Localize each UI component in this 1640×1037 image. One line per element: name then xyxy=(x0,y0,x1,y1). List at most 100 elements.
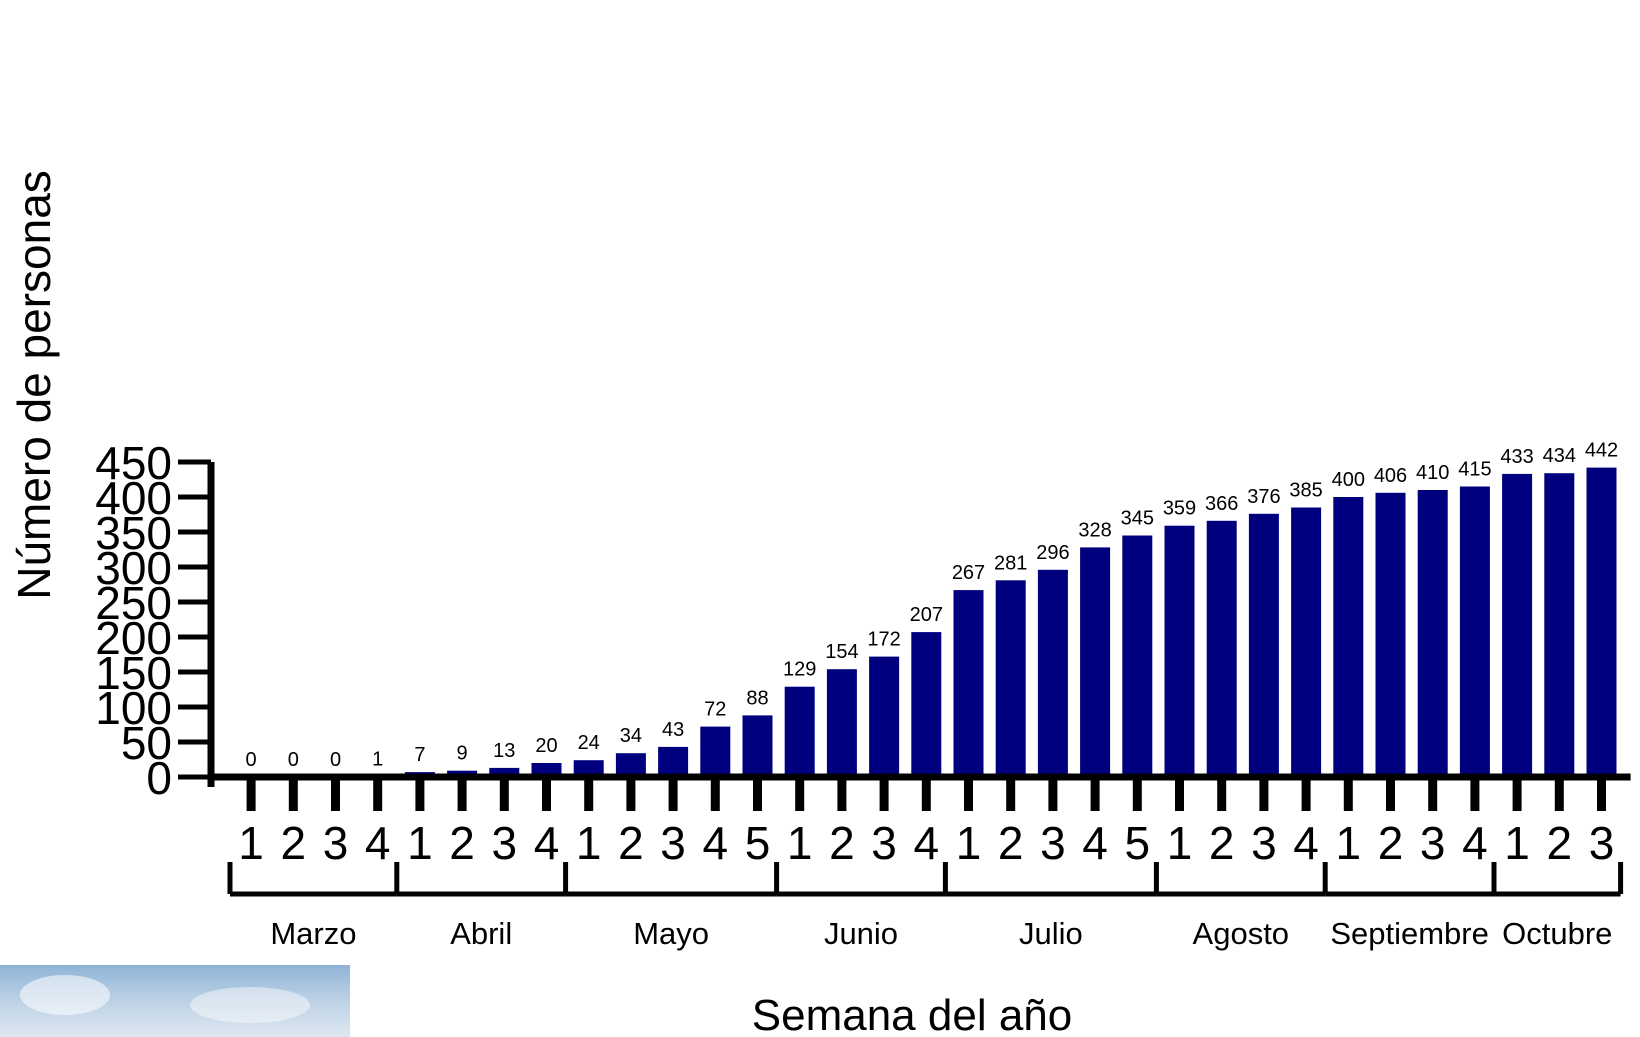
x-tick-label: 2 xyxy=(281,817,307,869)
data-label: 43 xyxy=(662,719,684,741)
month-label: Julio xyxy=(1019,916,1083,951)
x-tick-label: 1 xyxy=(576,817,602,869)
data-label: 0 xyxy=(330,749,341,771)
bar xyxy=(1122,535,1153,777)
y-tick-label: 400 xyxy=(95,472,172,524)
y-tick-label: 150 xyxy=(95,647,172,699)
x-tick-label: 5 xyxy=(745,817,771,869)
data-label: 345 xyxy=(1121,508,1154,530)
y-tick-label: 300 xyxy=(95,542,172,594)
data-label: 267 xyxy=(952,562,985,584)
y-tick-label: 50 xyxy=(121,717,172,769)
x-tick-label: 1 xyxy=(238,817,264,869)
data-label: 406 xyxy=(1374,465,1407,487)
x-tick-label: 2 xyxy=(998,817,1024,869)
bar xyxy=(1248,513,1279,777)
x-tick-label: 2 xyxy=(618,817,644,869)
month-label: Junio xyxy=(824,916,898,951)
x-tick-label: 5 xyxy=(1125,817,1151,869)
x-tick-label: 1 xyxy=(1336,817,1362,869)
bar xyxy=(1417,490,1448,777)
x-tick-label: 1 xyxy=(787,817,813,869)
x-tick-label: 3 xyxy=(660,817,686,869)
bar xyxy=(1080,547,1111,777)
data-label: 172 xyxy=(867,629,900,651)
data-label: 434 xyxy=(1543,445,1576,467)
bar xyxy=(1291,507,1322,777)
x-tick-label: 4 xyxy=(1293,817,1319,869)
bar xyxy=(995,580,1026,777)
x-tick-label: 2 xyxy=(1209,817,1235,869)
data-label: 366 xyxy=(1205,493,1238,515)
data-label: 154 xyxy=(825,641,858,663)
x-tick-label: 4 xyxy=(703,817,729,869)
x-axis-title: Semana del año xyxy=(752,991,1072,1037)
month-label: Octubre xyxy=(1502,916,1612,951)
x-tick-label: 4 xyxy=(1082,817,1108,869)
y-tick-label: 0 xyxy=(146,752,172,804)
x-tick-label: 2 xyxy=(829,817,855,869)
month-label: Abril xyxy=(450,916,512,951)
bar xyxy=(953,590,984,777)
y-tick-label: 200 xyxy=(95,612,172,664)
data-label: 129 xyxy=(783,659,816,681)
data-labels-layer: 0 0 0 1 7 9 13 20 24 34 43 72 88 129 154 172 207 267 281 29… xyxy=(246,440,1619,771)
data-label: 207 xyxy=(910,604,943,626)
bar xyxy=(1164,525,1195,777)
month-label: Septiembre xyxy=(1330,916,1489,951)
bar xyxy=(658,746,689,777)
data-label: 0 xyxy=(288,749,299,771)
data-label: 400 xyxy=(1332,469,1365,491)
x-tick-label: 3 xyxy=(1589,817,1615,869)
x-tick-label: 3 xyxy=(492,817,518,869)
data-label: 281 xyxy=(994,552,1027,574)
data-label: 415 xyxy=(1458,459,1491,481)
data-label: 88 xyxy=(746,687,768,709)
x-tick-label: 2 xyxy=(1547,817,1573,869)
bar xyxy=(742,715,773,777)
bar xyxy=(1459,486,1490,777)
photo-corner xyxy=(0,965,350,1037)
bar xyxy=(1206,520,1237,777)
bar xyxy=(489,767,520,777)
data-label: 24 xyxy=(578,732,600,754)
y-axis-title: Número de personas xyxy=(8,170,60,600)
x-tick-label: 3 xyxy=(1251,817,1277,869)
x-tick-label: 1 xyxy=(407,817,433,869)
bar xyxy=(1502,473,1533,777)
data-label: 0 xyxy=(246,749,257,771)
bar xyxy=(615,753,646,777)
bar xyxy=(911,632,942,777)
data-label: 385 xyxy=(1289,480,1322,502)
data-label: 328 xyxy=(1078,519,1111,541)
month-label: Marzo xyxy=(270,916,356,951)
x-tick-label: 2 xyxy=(449,817,475,869)
x-tick-label: 3 xyxy=(323,817,349,869)
x-tick-label: 4 xyxy=(365,817,391,869)
month-label: Agosto xyxy=(1193,916,1290,951)
bar xyxy=(1544,473,1575,777)
x-tick-label: 1 xyxy=(956,817,982,869)
data-label: 296 xyxy=(1036,542,1069,564)
data-label: 1 xyxy=(372,748,383,770)
bar xyxy=(700,726,731,777)
y-tick-label: 450 xyxy=(95,437,172,489)
bars-layer xyxy=(362,467,1617,777)
data-label: 410 xyxy=(1416,462,1449,484)
x-tick-label: 1 xyxy=(1167,817,1193,869)
y-tick-label: 350 xyxy=(95,507,172,559)
bar xyxy=(1333,497,1364,777)
y-tick-label: 250 xyxy=(95,577,172,629)
x-tick-label: 3 xyxy=(871,817,897,869)
x-tick-label: 1 xyxy=(1504,817,1530,869)
bar xyxy=(826,669,857,777)
x-tick-label: 4 xyxy=(1462,817,1488,869)
x-tick-label: 2 xyxy=(1378,817,1404,869)
data-label: 34 xyxy=(620,725,642,747)
data-label: 13 xyxy=(493,740,515,762)
bar xyxy=(1586,467,1617,777)
bar xyxy=(1375,492,1406,777)
y-tick-label: 100 xyxy=(95,682,172,734)
